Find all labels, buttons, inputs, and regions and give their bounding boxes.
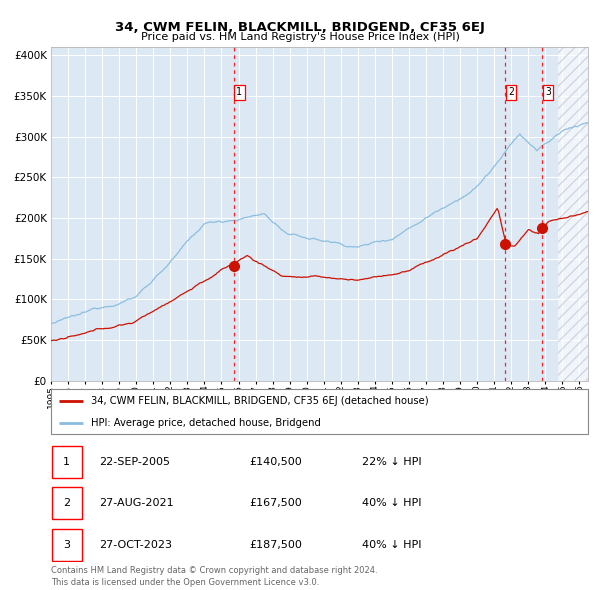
Bar (558, 47, 588, 381)
FancyBboxPatch shape (52, 446, 82, 478)
Text: 2: 2 (508, 87, 514, 97)
Text: HPI: Average price, detached house, Bridgend: HPI: Average price, detached house, Brid… (91, 418, 321, 428)
Text: 1: 1 (63, 457, 70, 467)
Text: 40% ↓ HPI: 40% ↓ HPI (362, 499, 422, 508)
FancyBboxPatch shape (52, 529, 82, 560)
Text: 27-AUG-2021: 27-AUG-2021 (100, 499, 174, 508)
Text: 3: 3 (545, 87, 551, 97)
Text: 34, CWM FELIN, BLACKMILL, BRIDGEND, CF35 6EJ: 34, CWM FELIN, BLACKMILL, BRIDGEND, CF35… (115, 21, 485, 34)
Text: £140,500: £140,500 (250, 457, 302, 467)
Text: 22% ↓ HPI: 22% ↓ HPI (362, 457, 422, 467)
Text: 3: 3 (63, 540, 70, 549)
Text: £187,500: £187,500 (250, 540, 302, 549)
FancyBboxPatch shape (51, 389, 588, 434)
Text: 2: 2 (63, 499, 70, 508)
Text: Price paid vs. HM Land Registry's House Price Index (HPI): Price paid vs. HM Land Registry's House … (140, 32, 460, 42)
Text: 22-SEP-2005: 22-SEP-2005 (100, 457, 170, 467)
Text: 40% ↓ HPI: 40% ↓ HPI (362, 540, 422, 549)
FancyBboxPatch shape (52, 487, 82, 519)
Text: Contains HM Land Registry data © Crown copyright and database right 2024.
This d: Contains HM Land Registry data © Crown c… (51, 566, 377, 587)
Text: 1: 1 (236, 87, 242, 97)
Text: 34, CWM FELIN, BLACKMILL, BRIDGEND, CF35 6EJ (detached house): 34, CWM FELIN, BLACKMILL, BRIDGEND, CF35… (91, 396, 429, 407)
Text: £167,500: £167,500 (250, 499, 302, 508)
Text: 27-OCT-2023: 27-OCT-2023 (100, 540, 172, 549)
